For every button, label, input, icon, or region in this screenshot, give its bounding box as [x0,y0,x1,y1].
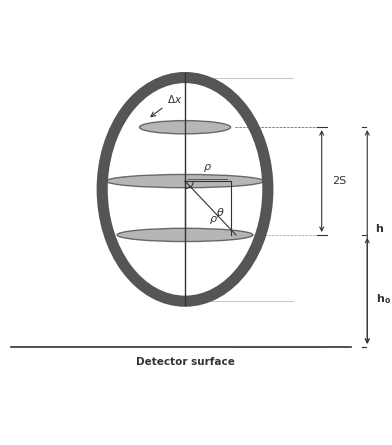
Ellipse shape [106,174,264,188]
Text: 2S: 2S [332,176,346,186]
Text: $\Delta x$: $\Delta x$ [167,93,182,105]
Text: $\theta$: $\theta$ [216,206,225,218]
Ellipse shape [117,228,253,242]
Text: $\mathbf{h_o}$: $\mathbf{h_o}$ [376,292,390,306]
Text: $\rho'$: $\rho'$ [209,212,220,227]
Text: $\rho$: $\rho$ [203,162,212,174]
Text: Detector surface: Detector surface [136,357,234,367]
Text: h: h [376,224,383,234]
Ellipse shape [140,121,230,134]
